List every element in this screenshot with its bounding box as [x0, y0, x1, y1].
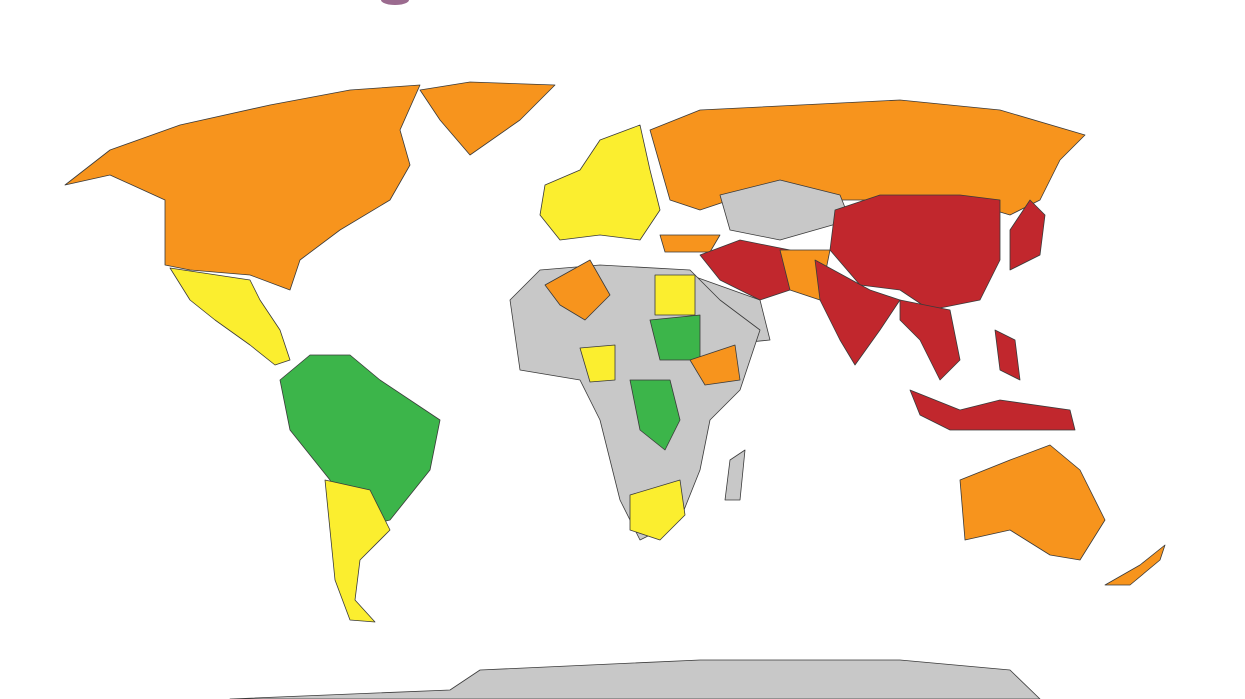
region-greenland — [419, 81, 556, 156]
region-southeast-asia — [899, 299, 961, 381]
region-indonesia — [909, 389, 1076, 431]
region-australia — [959, 444, 1106, 561]
region-china — [829, 194, 1001, 311]
region-russia — [649, 99, 1086, 216]
region-south-america-south — [324, 479, 391, 623]
region-egypt — [654, 274, 696, 316]
region-madagascar — [724, 449, 746, 501]
region-mexico-central-america — [169, 267, 291, 366]
region-south-africa — [629, 479, 686, 541]
region-new-zealand — [1104, 544, 1166, 586]
region-antarctica — [229, 659, 1041, 699]
region-philippines — [994, 329, 1021, 381]
region-japan — [1009, 199, 1046, 271]
title-fragment — [381, 0, 409, 5]
region-turkey — [659, 234, 721, 253]
region-ethiopia — [689, 344, 741, 386]
region-south-america-north — [279, 354, 441, 531]
region-algeria — [544, 259, 611, 321]
region-dr-congo — [629, 379, 681, 451]
region-india — [814, 259, 901, 366]
region-nigeria — [579, 344, 616, 383]
region-europe — [539, 124, 661, 241]
region-north-america — [64, 84, 421, 291]
